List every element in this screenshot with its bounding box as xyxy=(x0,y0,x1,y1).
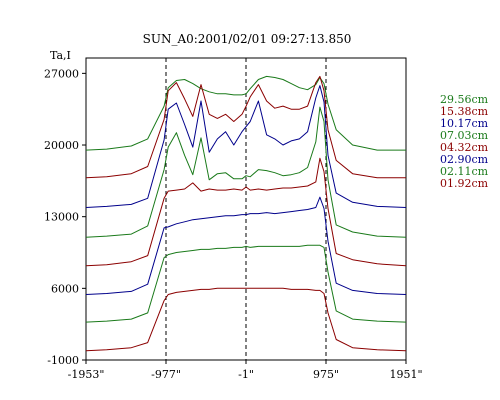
y-tick-label-3: 6000 xyxy=(51,282,79,295)
legend-item-4: 04.32cm xyxy=(440,141,489,154)
series-line-4 xyxy=(85,157,407,267)
y-tick-label-2: 13000 xyxy=(44,211,79,224)
x-tick-label-4: 1951" xyxy=(389,368,422,381)
chart-title: SUN_A0:2001/02/01 09:27:13.850 xyxy=(143,32,352,46)
series-line-1 xyxy=(85,75,406,179)
series-line-6 xyxy=(85,244,407,323)
series-line-3 xyxy=(85,106,407,238)
series-line-5 xyxy=(85,196,407,295)
legend-item-3: 07.03cm xyxy=(440,129,489,142)
x-tick-label-0: -1953" xyxy=(68,368,105,381)
legend: 29.56cm 15.38cm 10.17cm 07.03cm 04.32cm 02.90… xyxy=(440,94,498,190)
series-group xyxy=(85,75,407,352)
legend-item-1: 15.38cm xyxy=(440,105,489,118)
x-tick-label-3: 975" xyxy=(313,368,339,381)
legend-item-6: 02.11cm xyxy=(440,165,489,178)
legend-item-2: 10.17cm xyxy=(440,117,489,130)
legend-item-5: 02.90cm xyxy=(440,153,489,166)
series-line-0 xyxy=(85,75,406,151)
y-axis-label: Ta,I xyxy=(50,49,71,62)
series-line-7 xyxy=(85,287,407,352)
y-axis-ticks: 27000 20000 13000 6000 -1000 xyxy=(44,67,86,367)
x-tick-label-2: -1" xyxy=(238,368,254,381)
legend-item-0: 29.56cm xyxy=(440,93,489,106)
series-line-2 xyxy=(85,85,407,208)
legend-item-7: 01.92cm xyxy=(440,177,489,190)
x-tick-label-1: -977" xyxy=(151,368,181,381)
x-axis-ticks: -1953" -977" -1" 975" 1951" xyxy=(68,360,423,381)
y-tick-label-0: 27000 xyxy=(44,67,79,80)
y-tick-label-4: -1000 xyxy=(47,354,79,367)
y-tick-label-1: 20000 xyxy=(44,139,79,152)
